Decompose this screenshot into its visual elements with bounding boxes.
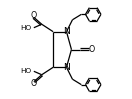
Text: HO: HO — [20, 68, 31, 74]
Text: O: O — [30, 79, 36, 88]
Text: O: O — [30, 11, 36, 20]
Text: O: O — [88, 45, 94, 54]
Text: N: N — [63, 63, 70, 72]
Text: HO: HO — [20, 25, 31, 31]
Text: N: N — [63, 27, 70, 36]
